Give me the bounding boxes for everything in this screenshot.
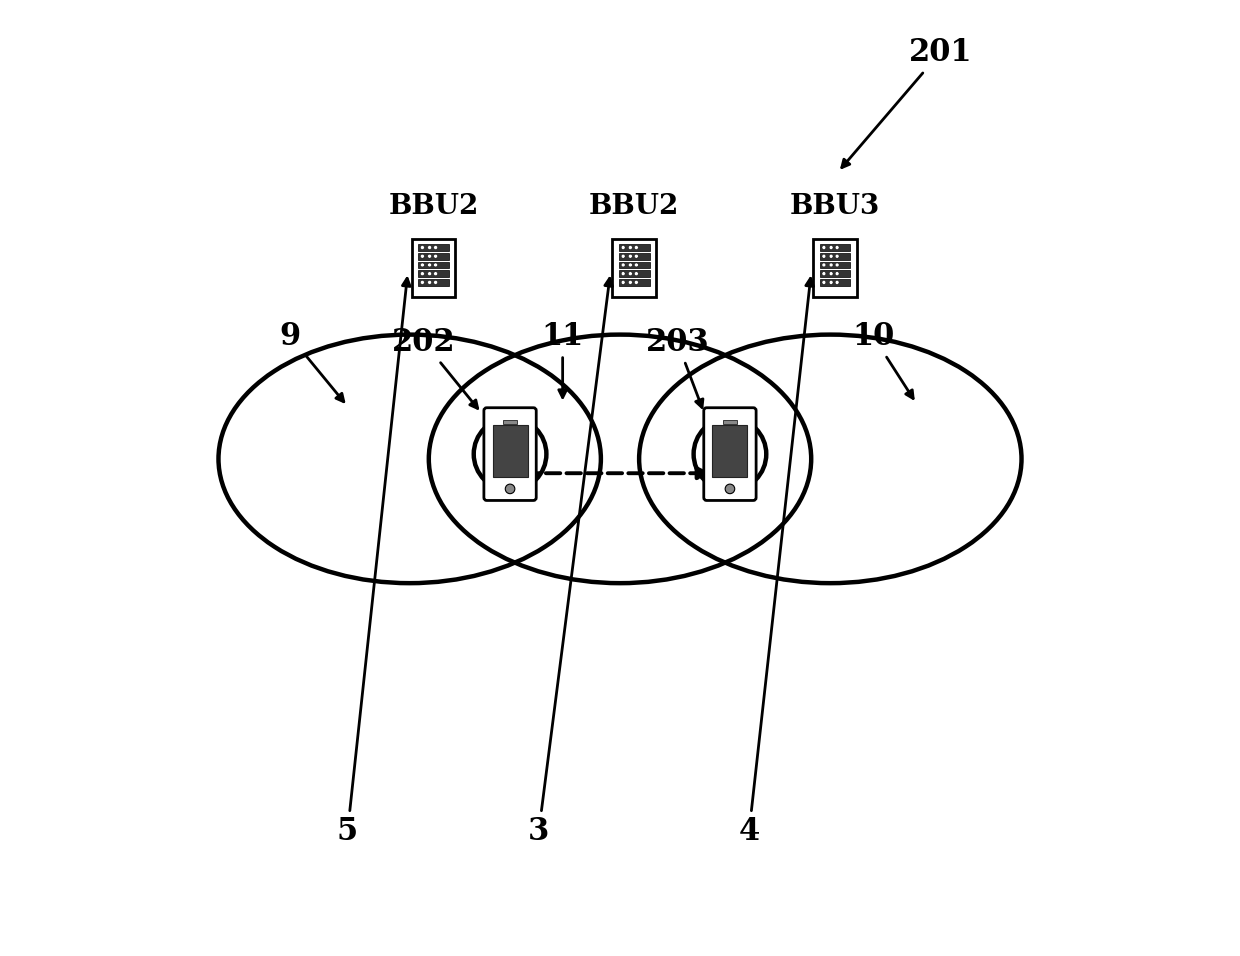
Bar — [820, 279, 851, 286]
Circle shape — [830, 254, 833, 258]
Circle shape — [822, 272, 826, 275]
Circle shape — [635, 280, 639, 284]
Text: 202: 202 — [392, 327, 477, 408]
Circle shape — [505, 484, 515, 493]
Circle shape — [835, 246, 839, 250]
Circle shape — [635, 272, 639, 275]
Bar — [503, 421, 517, 424]
Bar — [820, 262, 851, 269]
Circle shape — [835, 272, 839, 275]
Bar — [713, 424, 748, 477]
Circle shape — [428, 272, 432, 275]
Circle shape — [428, 263, 432, 267]
Circle shape — [629, 280, 632, 284]
Circle shape — [629, 272, 632, 275]
Circle shape — [428, 254, 432, 258]
Circle shape — [830, 263, 833, 267]
Text: 11: 11 — [542, 321, 584, 398]
Bar — [723, 421, 737, 424]
Bar — [820, 253, 851, 259]
Bar — [619, 271, 650, 277]
Circle shape — [621, 254, 625, 258]
Circle shape — [835, 254, 839, 258]
Text: 201: 201 — [842, 37, 972, 167]
Circle shape — [835, 263, 839, 267]
Bar — [619, 253, 650, 259]
Circle shape — [635, 263, 639, 267]
FancyBboxPatch shape — [704, 408, 756, 501]
Bar — [619, 279, 650, 286]
Bar — [619, 262, 650, 269]
Circle shape — [420, 254, 424, 258]
Circle shape — [822, 263, 826, 267]
Circle shape — [635, 254, 639, 258]
Circle shape — [434, 280, 438, 284]
FancyBboxPatch shape — [484, 408, 536, 501]
Circle shape — [621, 272, 625, 275]
Circle shape — [434, 246, 438, 250]
Text: 4: 4 — [739, 278, 813, 847]
Bar — [418, 262, 449, 269]
Text: 203: 203 — [646, 327, 709, 407]
Text: 9: 9 — [279, 321, 343, 402]
Bar — [418, 253, 449, 259]
Circle shape — [629, 246, 632, 250]
Bar — [619, 244, 650, 250]
Circle shape — [830, 246, 833, 250]
FancyBboxPatch shape — [613, 239, 656, 296]
Circle shape — [434, 272, 438, 275]
Circle shape — [434, 263, 438, 267]
Circle shape — [822, 254, 826, 258]
Text: BBU3: BBU3 — [790, 193, 880, 220]
Circle shape — [428, 280, 432, 284]
Text: 10: 10 — [852, 321, 913, 399]
Circle shape — [420, 246, 424, 250]
Bar — [820, 244, 851, 250]
Bar — [418, 244, 449, 250]
Circle shape — [635, 246, 639, 250]
Text: 5: 5 — [337, 278, 410, 847]
Circle shape — [420, 280, 424, 284]
Circle shape — [830, 272, 833, 275]
Circle shape — [725, 484, 735, 493]
Circle shape — [835, 280, 839, 284]
Bar — [492, 424, 527, 477]
Text: 3: 3 — [528, 278, 613, 847]
FancyBboxPatch shape — [412, 239, 455, 296]
Circle shape — [629, 254, 632, 258]
Bar — [418, 271, 449, 277]
Circle shape — [621, 263, 625, 267]
Circle shape — [621, 246, 625, 250]
Circle shape — [621, 280, 625, 284]
FancyBboxPatch shape — [813, 239, 857, 296]
Circle shape — [420, 272, 424, 275]
Circle shape — [420, 263, 424, 267]
Text: BBU2: BBU2 — [388, 193, 479, 220]
Circle shape — [822, 246, 826, 250]
Circle shape — [428, 246, 432, 250]
Text: BBU2: BBU2 — [589, 193, 680, 220]
Circle shape — [822, 280, 826, 284]
Circle shape — [629, 263, 632, 267]
Circle shape — [434, 254, 438, 258]
Circle shape — [830, 280, 833, 284]
Bar — [418, 279, 449, 286]
Bar — [820, 271, 851, 277]
